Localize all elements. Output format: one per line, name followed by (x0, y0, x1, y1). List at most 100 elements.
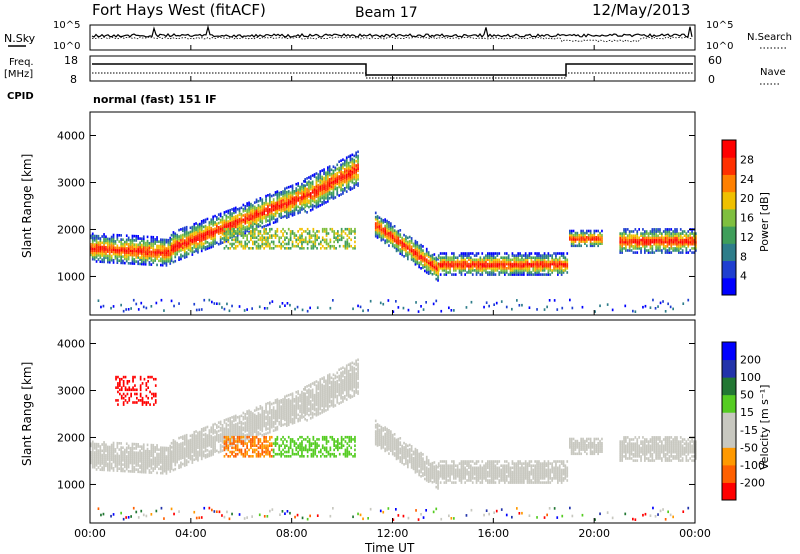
power-cell (523, 269, 525, 272)
power-cell (408, 242, 411, 245)
power-cell (269, 195, 271, 198)
power-cell (403, 240, 405, 243)
power-cell (649, 245, 652, 248)
velocity-cell (152, 462, 155, 466)
power-cell (407, 247, 409, 250)
velocity-cell (167, 449, 170, 452)
power-cell (333, 240, 335, 244)
power-cell (340, 165, 342, 169)
power-cell (653, 242, 656, 246)
power-cell (265, 203, 267, 206)
power-cell (265, 196, 267, 200)
power-cell (599, 233, 601, 237)
velocity-cell (261, 423, 264, 426)
power-cell (284, 200, 286, 203)
velocity-cell (107, 458, 109, 461)
power-cell (340, 189, 342, 192)
power-cell (458, 271, 461, 274)
velocity-cell (276, 417, 279, 420)
power-cell (380, 234, 383, 238)
power-cell (314, 244, 317, 248)
velocity-cell (293, 410, 296, 414)
power-cell (308, 238, 311, 242)
power-cell (225, 210, 228, 213)
power-cell (259, 207, 262, 211)
velocity-cell (160, 471, 162, 475)
power-cell (244, 217, 247, 221)
power-cell (212, 232, 214, 235)
power-cell (246, 236, 248, 239)
velocity-cell (195, 434, 197, 437)
power-cell (429, 261, 432, 264)
power-cell (490, 273, 493, 276)
power-cell (586, 229, 588, 233)
power-cell (193, 227, 196, 230)
power-cell (127, 255, 130, 259)
power-cell (311, 174, 314, 177)
power-cell (182, 248, 184, 252)
power-cell (282, 198, 284, 202)
power-cell (244, 247, 247, 250)
power-cell (433, 253, 436, 256)
power-cell (252, 221, 254, 224)
velocity-cell (127, 461, 130, 465)
velocity-cell (250, 423, 252, 427)
power-cell (584, 238, 586, 241)
velocity-cell (199, 447, 201, 451)
power-cell (401, 241, 403, 244)
velocity-cell (154, 446, 156, 449)
velocity-cell (270, 425, 273, 429)
power-cell (479, 260, 482, 264)
power-cell (191, 230, 194, 233)
power-cell (488, 271, 491, 274)
velocity-cell (204, 449, 207, 453)
power-cell (388, 237, 390, 241)
power-cell (180, 238, 182, 242)
velocity-cell (165, 455, 168, 458)
power-cell (431, 258, 434, 261)
velocity-cell (107, 462, 109, 466)
power-cell (407, 242, 409, 246)
power-cell (122, 255, 124, 258)
power-cell (397, 240, 400, 243)
power-cell (578, 244, 581, 248)
velocity-cell (219, 426, 222, 430)
velocity-cell (120, 442, 122, 445)
power-cell (319, 204, 322, 207)
power-cell (176, 248, 178, 252)
velocity-cell (257, 424, 260, 428)
power-cell (691, 232, 693, 235)
power-cell (357, 154, 359, 158)
velocity-cell (160, 465, 162, 469)
power-cell (397, 306, 400, 309)
velocity-cell (233, 434, 235, 437)
power-cell (693, 242, 695, 246)
velocity-cell (187, 454, 190, 457)
power-cell (191, 240, 194, 244)
power-cell (116, 246, 119, 250)
power-cell (270, 203, 273, 206)
power-cell (150, 254, 153, 258)
power-cell (131, 255, 134, 259)
velocity-cell (265, 421, 267, 425)
power-cell (483, 305, 485, 309)
power-cell (390, 241, 392, 244)
power-cell (524, 269, 527, 272)
power-cell (414, 241, 417, 245)
power-cell (348, 232, 351, 235)
velocity-cell (101, 455, 103, 459)
power-cell (534, 267, 536, 270)
velocity-cell (163, 455, 166, 458)
velocity-cell (103, 445, 105, 448)
power-cell (628, 238, 631, 242)
velocity-cell (193, 458, 196, 461)
power-cell (355, 166, 357, 169)
power-cell (208, 244, 211, 248)
power-cell (668, 228, 671, 231)
power-cell (172, 241, 175, 245)
power-cell (299, 227, 301, 231)
velocity-cell (212, 436, 214, 439)
velocity-cell (295, 414, 298, 417)
power-cell (487, 252, 489, 255)
power-cell (496, 264, 499, 268)
